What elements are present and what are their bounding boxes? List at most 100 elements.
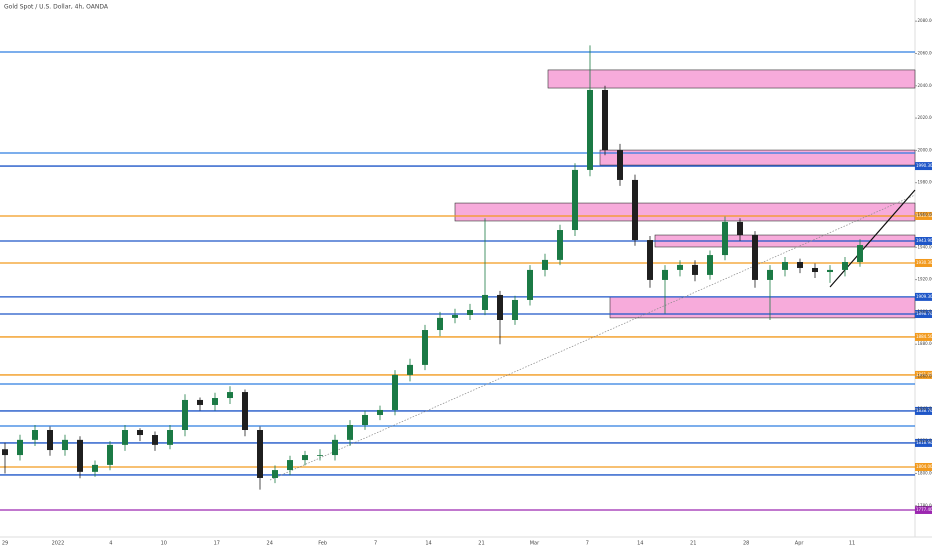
y-tick-label: 1800.00 [918, 470, 932, 475]
candle-body [257, 430, 263, 478]
x-tick-label: 2022 [52, 541, 65, 547]
price-tag-label: 1959.40 [916, 213, 932, 218]
candle-body [122, 430, 128, 445]
x-tick-label: 7 [586, 541, 589, 547]
price-tag [915, 463, 932, 471]
candle-body [512, 299, 518, 320]
price-tag [915, 258, 932, 267]
price-tag [915, 237, 932, 246]
candle-body [497, 294, 503, 320]
candle-body [317, 455, 323, 456]
x-tick-label: Apr [795, 541, 805, 547]
candle-body [332, 439, 338, 456]
x-tick-label: 21 [690, 541, 696, 547]
y-tick-label: 1980.00 [918, 180, 932, 185]
candle-body [2, 449, 8, 456]
y-tick-label: 1960.00 [918, 212, 932, 217]
x-tick-label: 14 [425, 541, 431, 547]
x-tick-label: 29 [2, 541, 8, 547]
candle-body [362, 414, 368, 425]
candle-body [827, 269, 833, 273]
candle-body [647, 240, 653, 280]
price-tag [915, 505, 932, 514]
price-tag-label: 1898.70 [916, 311, 932, 316]
candle-body [407, 364, 413, 375]
candle-body [467, 309, 473, 315]
price-tag [915, 332, 932, 341]
candle-body [797, 262, 803, 268]
candle-body [137, 430, 143, 436]
chart-title: Gold Spot / U.S. Dollar, 4h, OANDA [4, 4, 109, 11]
candle-body [17, 439, 23, 456]
candle-body [47, 430, 53, 451]
axis: 1780.00 1800.00 1820.00 1840.00 1860.00 1880.… [2, 18, 932, 546]
zone [454, 202, 916, 222]
price-tag-label: 1777.40 [916, 507, 932, 512]
candle-body [482, 294, 488, 310]
x-tick-label: 21 [478, 541, 484, 547]
price-tag [915, 162, 932, 171]
y-tick-label: 1820.00 [918, 438, 932, 443]
x-tick-label: 24 [267, 541, 273, 547]
candle-body [587, 89, 593, 170]
x-tick-label: Feb [318, 541, 327, 547]
candle-body [767, 269, 773, 280]
candle-body [557, 230, 563, 260]
candle-body [422, 330, 428, 365]
candles [2, 45, 863, 490]
x-tick-label: 4 [109, 541, 112, 547]
zone [599, 149, 916, 166]
trendline-dotted [269, 194, 916, 481]
x-tick-label: 28 [743, 541, 749, 547]
candle-body [572, 169, 578, 231]
trendline [829, 189, 916, 288]
price-tag-label: 1990.30 [916, 163, 932, 168]
candle-body [527, 269, 533, 300]
price-tag [915, 292, 932, 301]
candle-body [212, 398, 218, 405]
y-tick-label: 1840.00 [918, 406, 932, 411]
candle-body [92, 464, 98, 472]
price-tag-label: 1943.90 [916, 238, 932, 243]
price-tag [915, 438, 932, 447]
candle-body [632, 179, 638, 241]
price-tag-label: 1930.30 [916, 260, 932, 265]
candle-body [812, 267, 818, 273]
candle-body [107, 444, 113, 465]
candle-body [197, 399, 203, 405]
candle-body [152, 435, 158, 445]
candle-body [32, 430, 38, 440]
candle-body [662, 269, 668, 280]
y-tick-label: 1940.00 [918, 244, 932, 249]
candle-body [77, 439, 83, 472]
y-tick-label: 2040.00 [918, 83, 932, 88]
candle-body [437, 317, 443, 331]
x-tick-label: Mar [530, 541, 540, 547]
price-tag [915, 370, 932, 379]
candle-body [842, 262, 848, 270]
price-tag [915, 211, 932, 220]
x-tick-label: 7 [374, 541, 377, 547]
candle-body [617, 150, 623, 180]
price-tag-label: 1861.00 [916, 372, 932, 377]
x-tick-label: 17 [214, 541, 220, 547]
candle-body [302, 455, 308, 461]
candle-body [377, 409, 383, 415]
candle-body [227, 392, 233, 399]
y-tick-label: 2080.00 [918, 18, 932, 23]
zone [609, 296, 916, 319]
candle-body [62, 439, 68, 451]
candle-body [242, 392, 248, 431]
x-tick-label: 14 [637, 541, 643, 547]
candle-body [737, 221, 743, 236]
price-tag-label: 1884.50 [916, 334, 932, 339]
candle-body [272, 470, 278, 478]
y-tick-label: 2000.00 [918, 147, 932, 152]
price-tag-label: 1838.70 [916, 408, 932, 413]
price-tag-label: 1909.30 [916, 294, 932, 299]
y-tick-label: 1920.00 [918, 277, 932, 282]
price-tag [915, 406, 932, 415]
candle-body [347, 425, 353, 440]
candle-body [722, 221, 728, 256]
